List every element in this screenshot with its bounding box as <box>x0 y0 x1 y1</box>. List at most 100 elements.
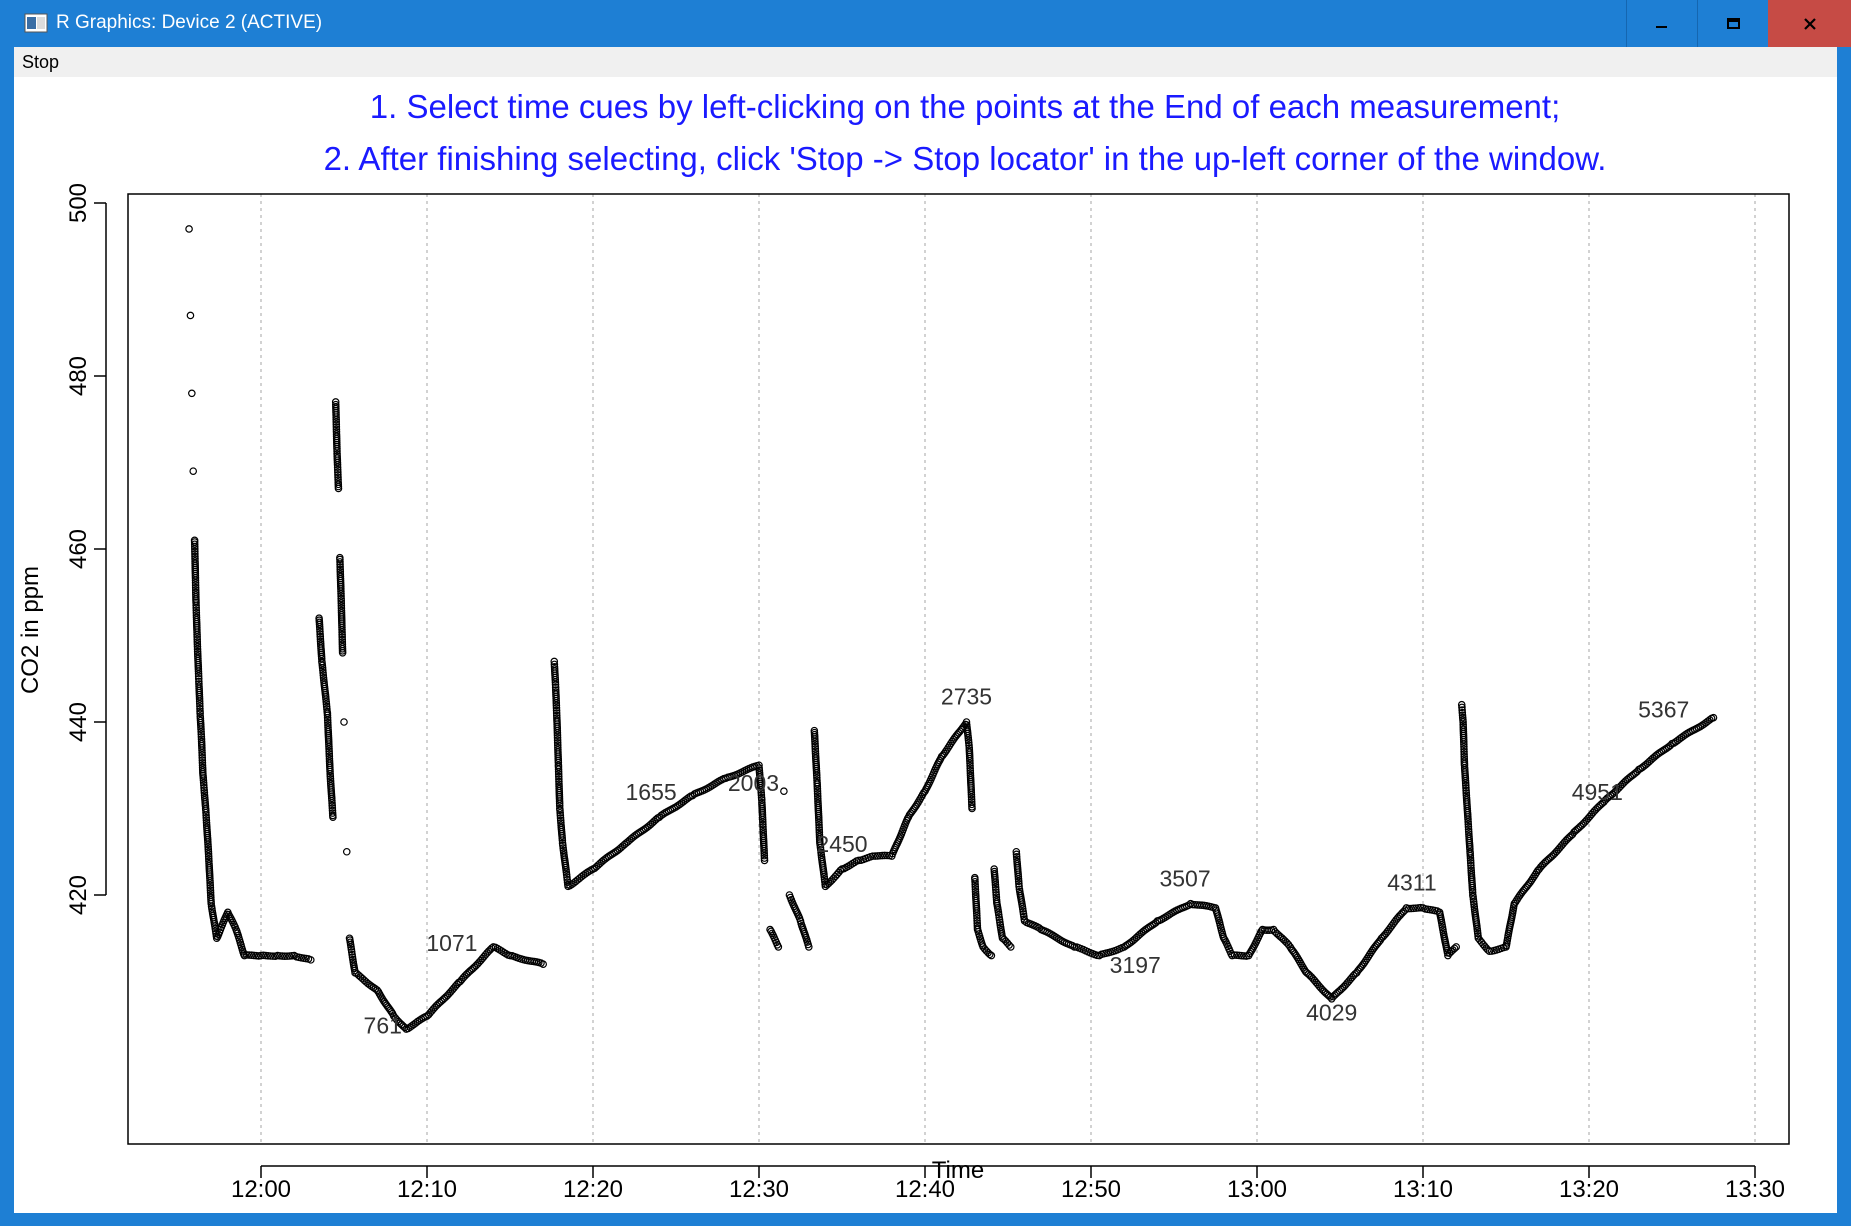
data-point <box>551 678 560 686</box>
data-point <box>316 625 324 633</box>
data-point <box>968 800 976 809</box>
point-label: 1655 <box>626 779 677 805</box>
data-point <box>710 780 718 789</box>
data-point <box>964 736 973 745</box>
data-point <box>332 413 340 421</box>
point-label: 2450 <box>816 831 867 857</box>
close-button[interactable] <box>1768 0 1851 47</box>
data-point <box>995 915 1004 924</box>
minimize-button[interactable] <box>1626 0 1697 47</box>
data-point <box>880 851 889 860</box>
data-point <box>188 389 196 398</box>
data-point <box>813 785 822 793</box>
data-point <box>332 411 340 419</box>
data-point <box>760 849 769 857</box>
data-point <box>328 799 336 807</box>
graphics-canvas[interactable]: 1. Select time cues by left-clicking on … <box>14 77 1837 1213</box>
data-point <box>338 635 347 644</box>
data-point <box>1409 904 1418 913</box>
data-point <box>191 545 199 553</box>
data-point <box>816 846 825 854</box>
menu-stop[interactable]: Stop <box>22 52 60 72</box>
data-point <box>878 851 887 860</box>
data-point <box>755 761 763 770</box>
data-point <box>1019 910 1028 918</box>
data-point <box>1012 850 1021 859</box>
plot-frame <box>127 193 1790 1145</box>
y-tick-label: 500 <box>65 183 92 223</box>
data-point <box>971 880 979 889</box>
data-point <box>1460 747 1468 756</box>
point-label: 4029 <box>1306 999 1357 1025</box>
point-label: 3197 <box>1110 952 1161 978</box>
data-point <box>812 769 821 777</box>
data-point <box>193 633 201 641</box>
data-point <box>266 952 275 960</box>
x-tick-label: 12:50 <box>1061 1176 1121 1203</box>
maximize-icon <box>1727 17 1740 29</box>
data-point <box>326 775 335 783</box>
data-point <box>1470 900 1478 909</box>
co2-time-plot[interactable]: 1. Select time cues by left-clicking on … <box>14 77 1837 1213</box>
data-point <box>338 625 346 634</box>
data-point <box>336 558 344 566</box>
data-point <box>836 866 845 875</box>
data-point <box>326 767 334 776</box>
data-point <box>1466 851 1475 860</box>
data-point <box>325 742 333 751</box>
data-point <box>966 764 974 773</box>
x-tick-label: 12:10 <box>397 1176 457 1203</box>
data-point <box>185 225 193 233</box>
data-point <box>1450 944 1459 953</box>
data-point <box>204 840 212 849</box>
data-point <box>1230 951 1239 959</box>
data-point <box>202 808 210 817</box>
data-point <box>204 843 212 851</box>
point-label: 2735 <box>941 684 992 710</box>
data-point <box>400 1023 409 1032</box>
data-point <box>554 763 563 771</box>
data-point <box>973 914 981 922</box>
data-point <box>971 877 979 886</box>
data-point <box>192 606 201 615</box>
data-point <box>194 665 203 673</box>
data-point <box>1458 708 1467 717</box>
data-point <box>204 845 213 854</box>
data-point <box>333 442 341 451</box>
y-axis: 420 440 460 480 500 <box>65 183 107 915</box>
data-point <box>198 751 206 759</box>
data-point <box>966 759 974 768</box>
data-point <box>760 844 768 853</box>
data-point <box>1459 718 1467 726</box>
data-point <box>555 777 563 786</box>
data-point <box>1462 784 1470 792</box>
data-point <box>326 772 335 781</box>
data-point <box>196 704 204 713</box>
data-point <box>347 945 356 954</box>
data-point <box>992 891 1000 899</box>
maximize-button[interactable] <box>1697 0 1768 47</box>
data-point <box>280 952 289 960</box>
data-point <box>306 956 315 964</box>
data-point <box>1015 880 1023 888</box>
data-point <box>191 581 200 589</box>
data-point <box>551 673 559 682</box>
data-point <box>204 838 212 846</box>
data-point <box>191 574 200 582</box>
data-point <box>322 697 330 706</box>
data-point <box>810 733 819 741</box>
data-point <box>333 447 341 455</box>
data-point <box>811 740 819 748</box>
data-point <box>325 740 333 748</box>
data-point <box>316 632 325 641</box>
title-bar[interactable]: R Graphics: Device 2 (ACTIVE) <box>0 0 1851 47</box>
data-point <box>554 767 563 776</box>
data-point <box>199 774 208 782</box>
data-point <box>202 811 210 819</box>
data-point <box>337 594 345 603</box>
data-point <box>1468 888 1477 897</box>
data-point <box>316 635 325 643</box>
data-point <box>1020 917 1029 925</box>
data-point <box>758 813 767 821</box>
data-point <box>326 770 334 778</box>
